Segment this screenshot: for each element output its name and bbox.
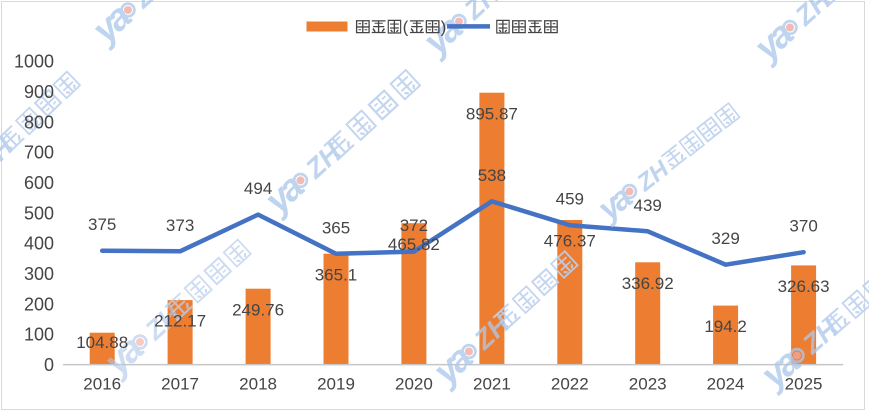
svg-text:2022: 2022 xyxy=(551,375,589,394)
svg-text:194.2: 194.2 xyxy=(704,317,747,336)
svg-text:476.37: 476.37 xyxy=(544,232,596,251)
svg-text:(: ( xyxy=(403,17,409,36)
svg-text:895.87: 895.87 xyxy=(466,104,518,123)
svg-text:465.82: 465.82 xyxy=(388,235,440,254)
svg-text:): ) xyxy=(441,17,447,36)
svg-text:373: 373 xyxy=(166,216,194,235)
svg-text:326.63: 326.63 xyxy=(778,277,830,296)
svg-text:365.1: 365.1 xyxy=(315,265,358,284)
svg-text:100: 100 xyxy=(24,325,54,345)
svg-text:800: 800 xyxy=(24,112,54,132)
svg-text:2019: 2019 xyxy=(317,375,355,394)
svg-text:0: 0 xyxy=(44,355,54,375)
svg-text:1000: 1000 xyxy=(14,52,54,72)
svg-text:2024: 2024 xyxy=(707,375,745,394)
svg-text:104.88: 104.88 xyxy=(76,333,128,352)
svg-text:900: 900 xyxy=(24,82,54,102)
svg-text:336.92: 336.92 xyxy=(622,274,674,293)
svg-text:2017: 2017 xyxy=(161,375,199,394)
svg-text:2025: 2025 xyxy=(785,375,823,394)
svg-text:329: 329 xyxy=(711,229,739,248)
svg-text:700: 700 xyxy=(24,143,54,163)
svg-text:538: 538 xyxy=(478,166,506,185)
svg-text:459: 459 xyxy=(556,190,584,209)
svg-text:375: 375 xyxy=(88,215,116,234)
svg-text:370: 370 xyxy=(789,217,817,236)
svg-text:365: 365 xyxy=(322,218,350,237)
svg-text:2021: 2021 xyxy=(473,375,511,394)
svg-text:400: 400 xyxy=(24,234,54,254)
svg-text:500: 500 xyxy=(24,203,54,223)
svg-text:2018: 2018 xyxy=(239,375,277,394)
svg-text:212.17: 212.17 xyxy=(154,312,206,331)
svg-text:300: 300 xyxy=(24,264,54,284)
svg-text:600: 600 xyxy=(24,173,54,193)
svg-text:494: 494 xyxy=(244,179,272,198)
svg-text:439: 439 xyxy=(634,196,662,215)
svg-text:200: 200 xyxy=(24,294,54,314)
svg-text:372: 372 xyxy=(400,216,428,235)
svg-text:249.76: 249.76 xyxy=(232,300,284,319)
svg-text:2023: 2023 xyxy=(629,375,667,394)
svg-text:2016: 2016 xyxy=(83,375,121,394)
svg-text:2020: 2020 xyxy=(395,375,433,394)
